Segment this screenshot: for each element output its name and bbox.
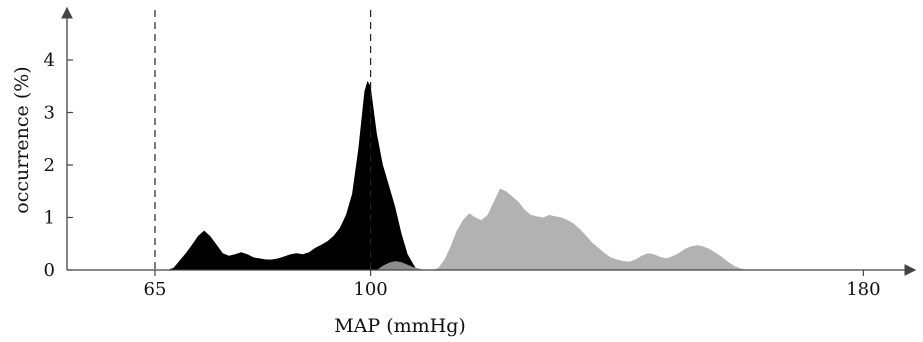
y-tick-label: 1 xyxy=(44,208,55,229)
y-ticks: 0 1 2 3 4 xyxy=(44,50,73,281)
x-axis-title: MAP (mmHg) xyxy=(334,315,466,337)
y-tick-label: 3 xyxy=(44,103,55,124)
y-tick-label: 0 xyxy=(44,260,55,281)
x-ticks: 65 100 180 xyxy=(144,270,881,300)
y-tick-label: 4 xyxy=(44,50,55,71)
series-layer xyxy=(167,81,747,270)
y-tick-label: 2 xyxy=(44,155,55,176)
x-tick-label: 180 xyxy=(846,279,880,300)
x-tick-label: 100 xyxy=(353,279,387,300)
series-area-black-series xyxy=(167,81,417,270)
series-area-gray-series xyxy=(432,188,747,270)
x-tick-label: 65 xyxy=(144,279,167,300)
y-axis-title: occurrence (%) xyxy=(11,66,33,213)
reference-lines xyxy=(154,10,372,270)
series-area-dark-gray-series xyxy=(376,261,426,270)
